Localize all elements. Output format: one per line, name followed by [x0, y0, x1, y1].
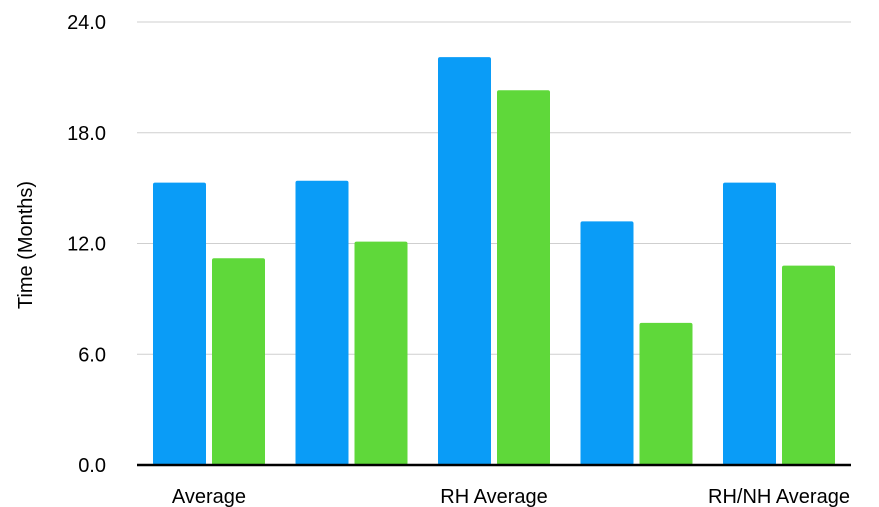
y-tick-label: 12.0: [67, 234, 106, 256]
bar-series-1-category-4: [580, 221, 634, 465]
x-tick-label: RH/NH Average: [708, 486, 850, 507]
bar-series-2-category-3: [497, 90, 550, 465]
bar-series-2-category-2: [354, 241, 408, 465]
y-tick-label: 6.0: [78, 344, 106, 366]
x-tick-label: Average: [172, 486, 246, 507]
bar-series-1-category-5: [723, 182, 776, 465]
bar-series-1-category-1: [153, 182, 206, 465]
x-tick-labels: Average RH Average RH/NH Average: [172, 486, 850, 507]
y-tick-label: 0.0: [78, 455, 106, 477]
bars: [153, 57, 835, 466]
bar-series-1-category-3: [438, 57, 491, 466]
y-tick-label: 18.0: [67, 123, 106, 145]
bar-series-1-category-2: [295, 180, 349, 465]
bar-series-2-category-4: [639, 322, 693, 465]
x-tick-label: RH Average: [440, 486, 547, 507]
bar-series-2-category-5: [782, 265, 835, 465]
bar-series-2-category-1: [212, 258, 265, 465]
y-axis-title: Time (Months): [15, 181, 37, 309]
y-tick-label: 24.0: [67, 12, 106, 34]
y-tick-labels: 0.0 6.0 12.0 18.0 24.0: [67, 12, 106, 477]
